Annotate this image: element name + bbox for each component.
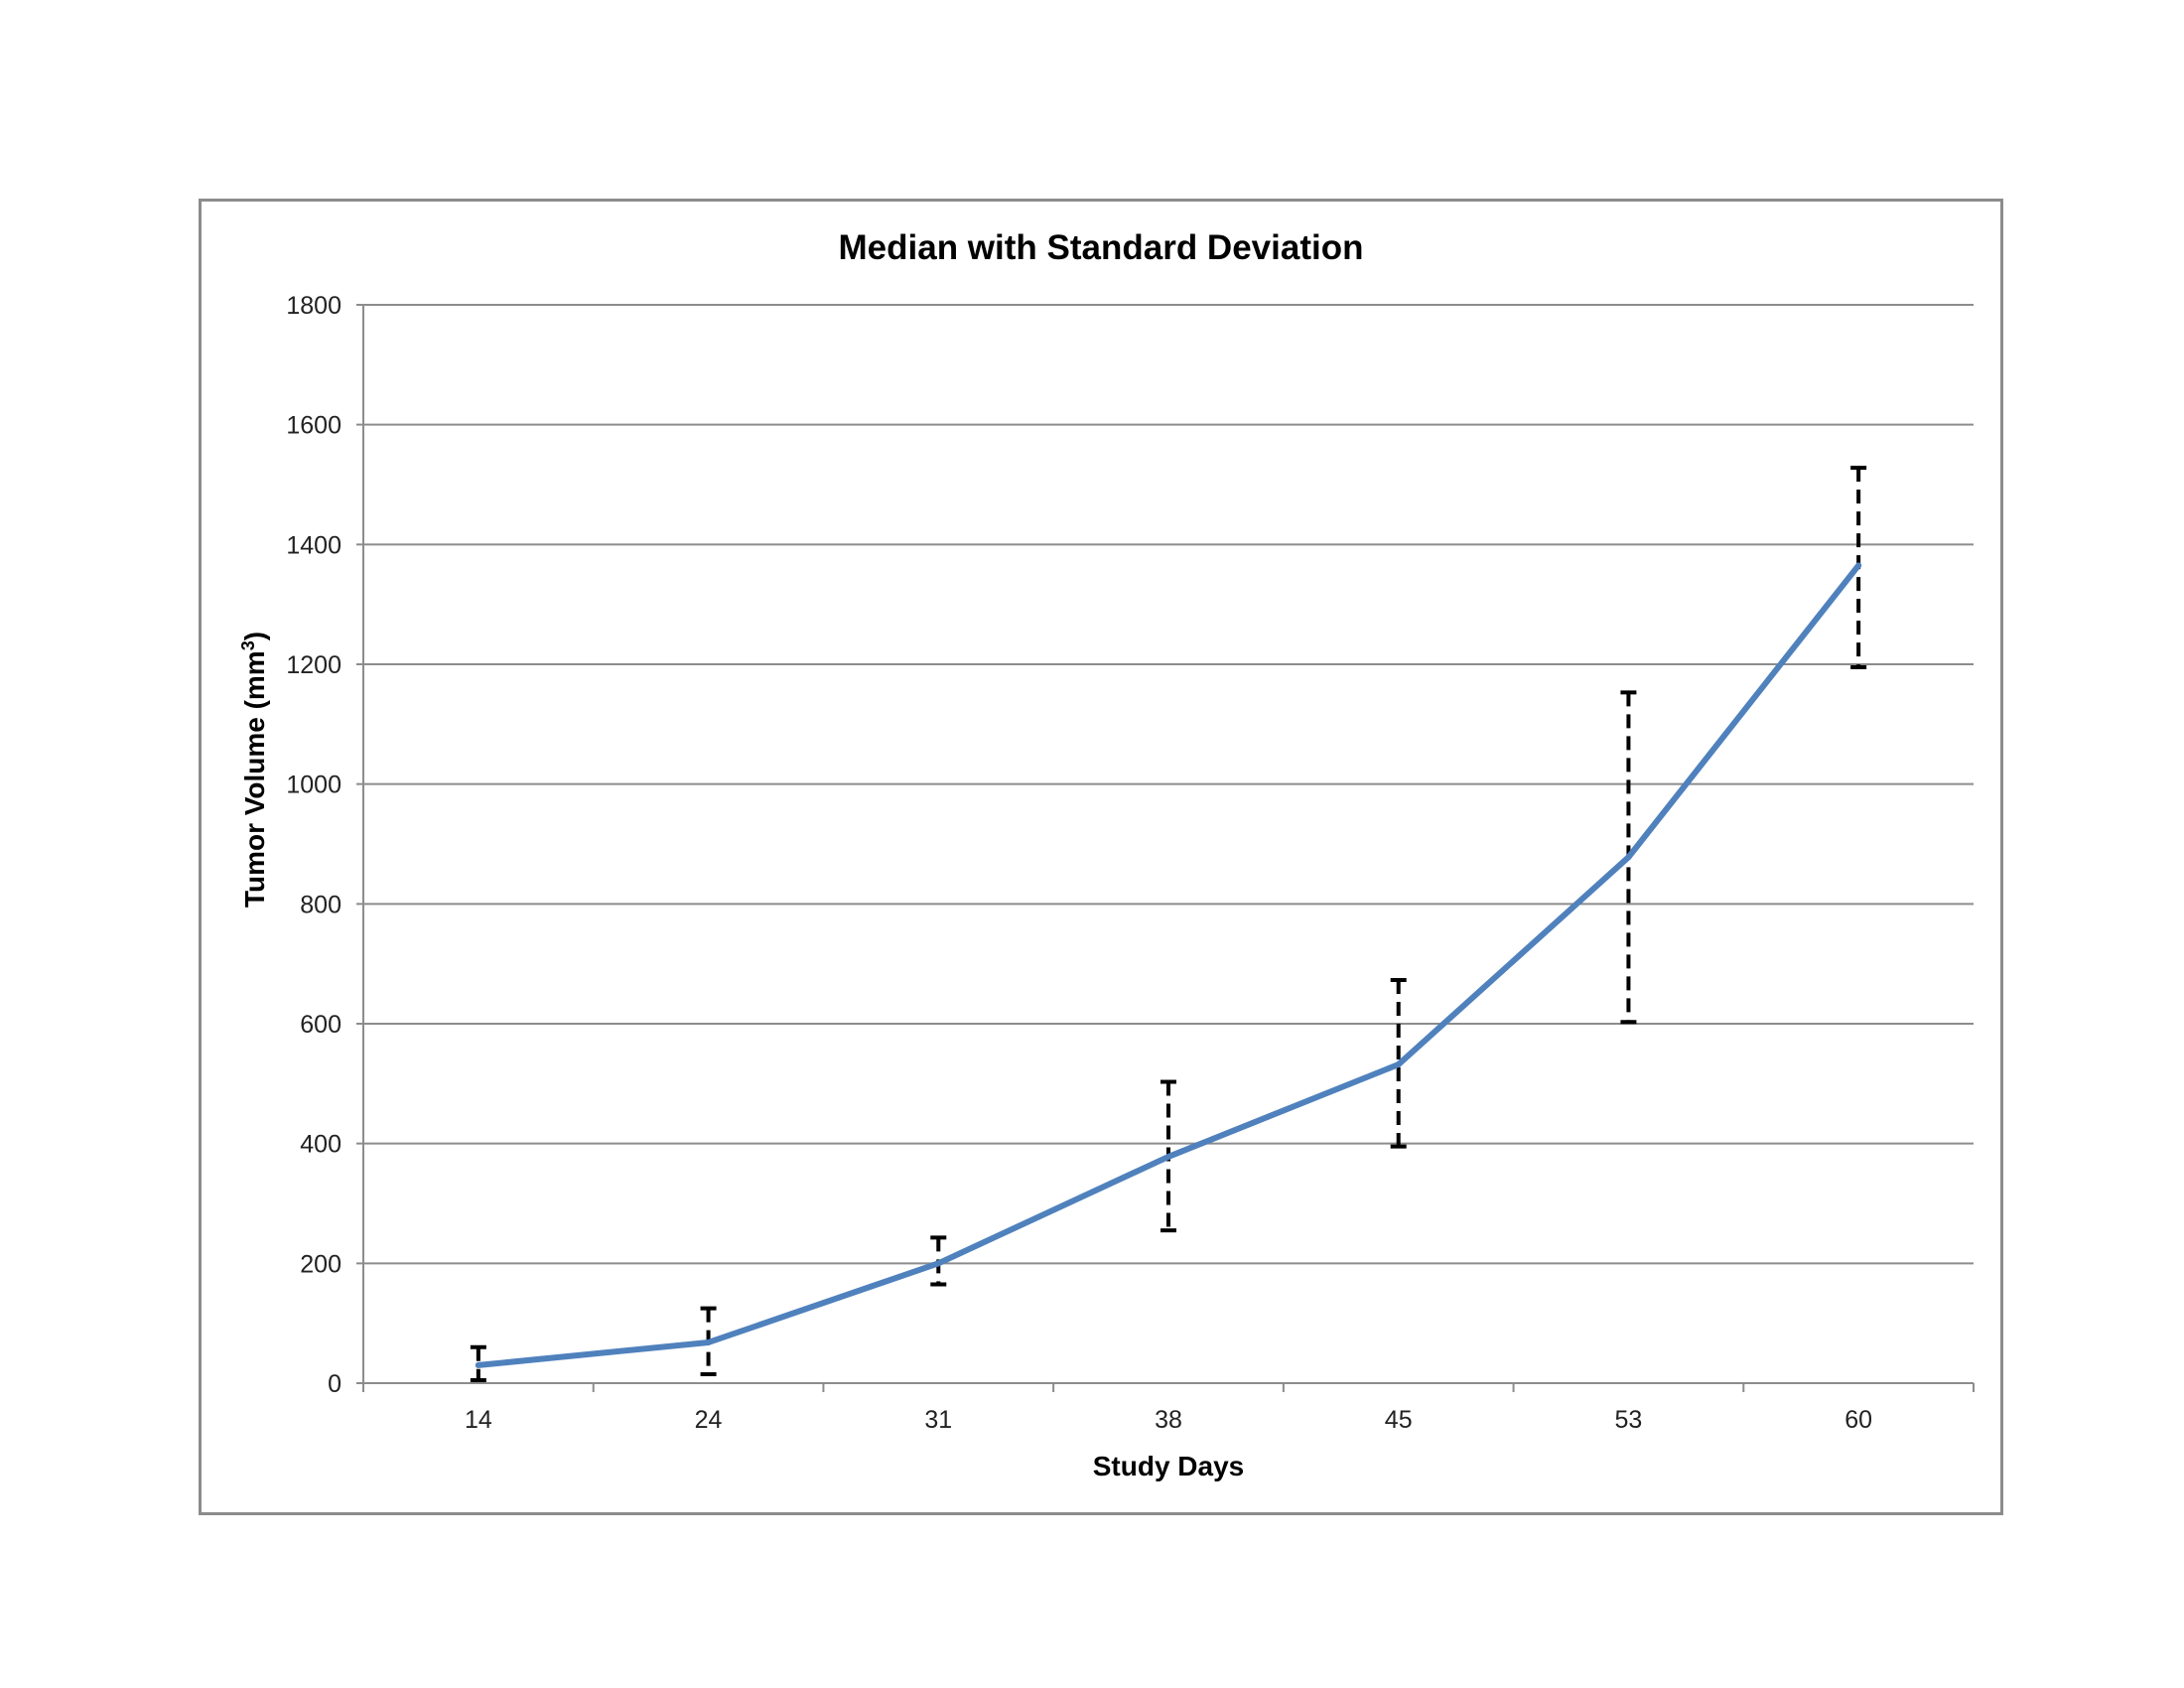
y-tick-label-1200: 1200 xyxy=(286,651,341,679)
x-tick-label-53: 53 xyxy=(1615,1406,1643,1434)
y-axis-title-superscript: 3 xyxy=(238,640,258,650)
y-tick-label-600: 600 xyxy=(300,1011,341,1039)
series-line-segment-24-31 xyxy=(705,1260,942,1345)
error-bars xyxy=(470,466,1867,1382)
y-axis-title-main: Tumor Volume (mm xyxy=(239,650,270,908)
axes xyxy=(356,305,1975,1392)
series-line-segment-14-24 xyxy=(475,1338,712,1368)
data-point-day-53 xyxy=(1625,854,1632,861)
data-point-day-24 xyxy=(705,1338,712,1345)
data-point-day-31 xyxy=(935,1260,942,1267)
series-line-segment-53-60 xyxy=(1625,562,1862,861)
y-tick-label-1800: 1800 xyxy=(286,292,341,320)
data-point-day-60 xyxy=(1855,562,1862,569)
y-axis-title-end: ) xyxy=(239,632,270,640)
chart-svg: Median with Standard Deviation 0 200 400 60… xyxy=(238,228,1975,1481)
y-tick-label-1400: 1400 xyxy=(286,531,341,559)
y-tick-label-800: 800 xyxy=(300,891,341,918)
series-line-segment-31-38 xyxy=(935,1153,1171,1267)
x-tick-label-14: 14 xyxy=(465,1406,492,1434)
data-point-day-45 xyxy=(1395,1061,1402,1068)
x-tick-label-38: 38 xyxy=(1155,1406,1182,1434)
y-tick-label-400: 400 xyxy=(300,1131,341,1159)
x-tick-labels: 14 24 31 38 45 53 60 xyxy=(465,1406,1872,1434)
gridlines xyxy=(356,304,1974,1265)
y-axis-title: Tumor Volume (mm3) xyxy=(238,632,270,908)
y-tick-label-200: 200 xyxy=(300,1250,341,1278)
series-line-segment-38-45 xyxy=(1165,1061,1402,1160)
y-tick-label-0: 0 xyxy=(328,1370,341,1398)
x-tick-label-60: 60 xyxy=(1844,1406,1872,1434)
series-line-segment-45-53 xyxy=(1395,854,1632,1068)
y-tick-label-1000: 1000 xyxy=(286,772,341,799)
series-median xyxy=(475,562,1862,1368)
y-tick-label-1600: 1600 xyxy=(286,412,341,440)
x-axis-title: Study Days xyxy=(1093,1451,1245,1481)
data-point-day-38 xyxy=(1165,1153,1171,1160)
x-tick-label-45: 45 xyxy=(1385,1406,1413,1434)
error-bar-day-45 xyxy=(1390,977,1407,1149)
y-tick-labels: 0 200 400 600 800 1000 1200 1400 1600 1800 xyxy=(286,292,341,1398)
x-tick-label-31: 31 xyxy=(924,1406,952,1434)
chart-title: Median with Standard Deviation xyxy=(839,228,1364,267)
data-point-day-14 xyxy=(475,1361,481,1368)
error-bar-day-14 xyxy=(470,1344,486,1382)
x-tick-label-24: 24 xyxy=(695,1406,723,1434)
chart-frame: Median with Standard Deviation 0 200 400 60… xyxy=(199,199,2003,1515)
